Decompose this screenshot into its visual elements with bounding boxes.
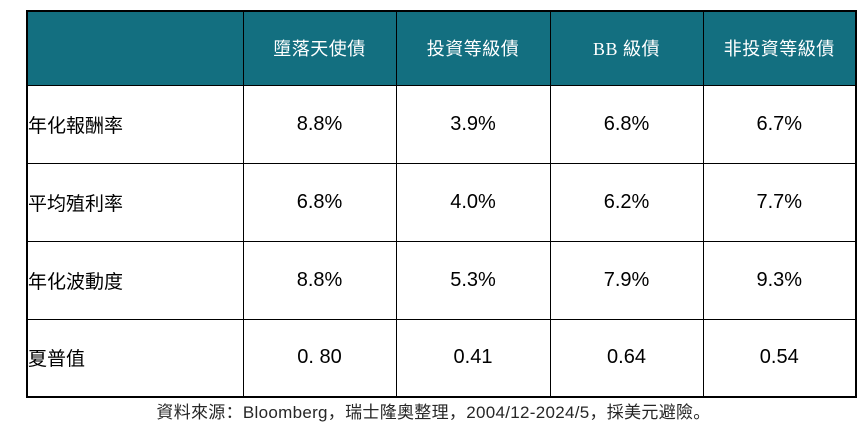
table-cell: 7.9% <box>549 240 704 320</box>
row-label: 年化報酬率 <box>26 84 244 164</box>
row-label: 平均殖利率 <box>26 162 244 242</box>
table-cell: 3.9% <box>395 84 551 164</box>
table-cell: 0.54 <box>702 318 857 398</box>
table-row-sharpe-ratio: 夏普值 0. 80 0.41 0.64 0.54 <box>26 318 857 398</box>
table-cell: 6.2% <box>549 162 704 242</box>
header-row: 墮落天使債 投資等級債 BB 級債 非投資等級債 <box>26 10 857 86</box>
table-cell: 9.3% <box>702 240 857 320</box>
table-row-annualized-volatility: 年化波動度 8.8% 5.3% 7.9% 9.3% <box>26 240 857 320</box>
column-header-bb-grade: BB 級債 <box>549 10 704 86</box>
table-cell: 5.3% <box>395 240 551 320</box>
table-cell: 6.8% <box>549 84 704 164</box>
table-cell: 0.41 <box>395 318 551 398</box>
table-cell: 0. 80 <box>242 318 397 398</box>
table-cell: 7.7% <box>702 162 857 242</box>
bond-comparison-table: 墮落天使債 投資等級債 BB 級債 非投資等級債 年化報酬率 8.8% 3.9%… <box>26 10 857 398</box>
column-header-fallen-angel: 墮落天使債 <box>242 10 397 86</box>
column-header-non-investment-grade: 非投資等級債 <box>702 10 857 86</box>
table-cell: 8.8% <box>242 240 397 320</box>
table-cell: 0.64 <box>549 318 704 398</box>
source-note: 資料來源：Bloomberg，瑞士隆奧整理，2004/12-2024/5，採美元… <box>156 403 711 422</box>
table-row-annualized-return: 年化報酬率 8.8% 3.9% 6.8% 6.7% <box>26 84 857 164</box>
row-label: 夏普值 <box>26 318 244 398</box>
table-cell: 6.8% <box>242 162 397 242</box>
table-cell: 6.7% <box>702 84 857 164</box>
table-cell: 8.8% <box>242 84 397 164</box>
column-header-investment-grade: 投資等級債 <box>395 10 551 86</box>
table-row-average-yield: 平均殖利率 6.8% 4.0% 6.2% 7.7% <box>26 162 857 242</box>
table-cell: 4.0% <box>395 162 551 242</box>
corner-cell <box>26 10 244 86</box>
row-label: 年化波動度 <box>26 240 244 320</box>
